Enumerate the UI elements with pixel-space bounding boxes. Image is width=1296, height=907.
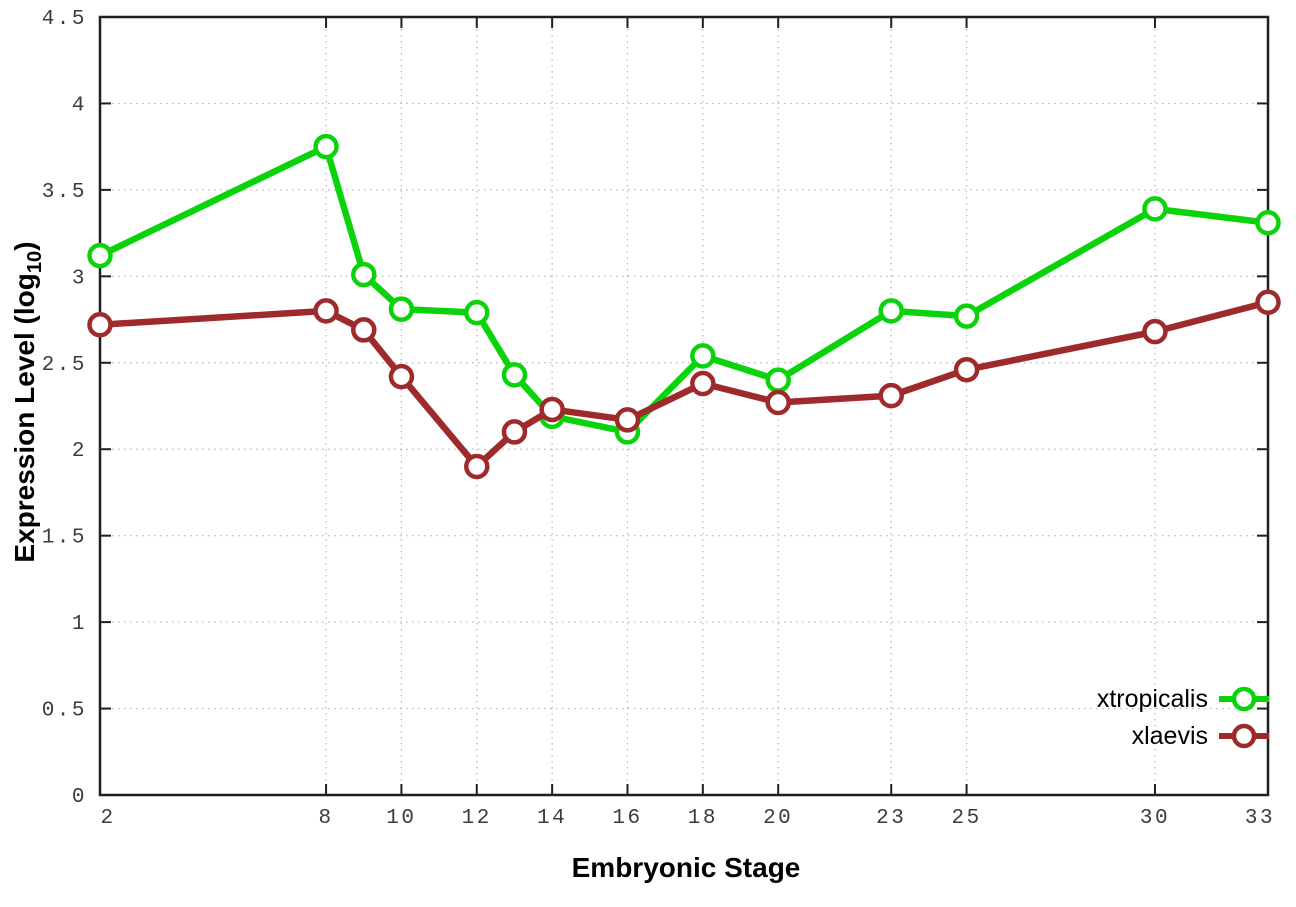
x-tick-label: 14 — [537, 807, 567, 830]
data-point-xlaevis — [87, 311, 113, 338]
data-point-xlaevis — [539, 396, 565, 423]
x-tick-label: 20 — [763, 807, 793, 830]
data-point-xlaevis — [501, 419, 528, 445]
data-point-xtropicalis — [464, 299, 490, 326]
y-tick-label: 3 — [72, 267, 87, 290]
data-point-xlaevis — [878, 382, 904, 409]
x-tick-label: 18 — [688, 807, 718, 830]
y-tick-label: 0.5 — [42, 700, 87, 723]
y-tick-label: 2.5 — [42, 354, 87, 377]
legend-item-xlaevis: xlaevis — [1132, 721, 1270, 751]
y-tick-label: 1 — [72, 613, 87, 636]
data-point-xlaevis — [313, 298, 339, 324]
y-tick-label: 4.5 — [42, 8, 87, 31]
data-point-xlaevis — [765, 389, 791, 416]
legend-label-xlaevis: xlaevis — [1131, 721, 1208, 750]
y-tick-label: 0 — [72, 786, 87, 809]
data-point-xtropicalis — [350, 261, 377, 288]
legend-item-xtropicalis: xtropicalis — [1097, 684, 1270, 714]
data-point-xtropicalis — [765, 367, 791, 393]
data-point-xtropicalis — [87, 242, 113, 269]
legend: xtropicalis xlaevis — [1097, 684, 1270, 751]
series-line-xlaevis — [96, 299, 1272, 470]
x-tick-label: 10 — [386, 807, 416, 830]
data-point-xlaevis — [464, 453, 490, 480]
y-axis-title-suffix: ) — [9, 241, 41, 251]
y-tick-label: 2 — [72, 440, 87, 463]
legend-label-xtropicalis: xtropicalis — [1096, 684, 1208, 713]
y-tick-label: 4 — [72, 94, 87, 117]
y-tick-label: 3.5 — [42, 181, 87, 204]
x-tick-label: 8 — [319, 807, 334, 830]
data-point-xlaevis — [614, 407, 641, 433]
x-tick-label: 33 — [1245, 807, 1275, 830]
data-point-xtropicalis — [1142, 196, 1168, 222]
y-axis-title: Expression Level (log10) — [9, 241, 47, 562]
data-point-xtropicalis — [1255, 209, 1281, 236]
x-tick-label: 30 — [1140, 807, 1170, 830]
plot-border — [98, 15, 1270, 797]
data-point-xlaevis — [350, 317, 377, 343]
data-point-xtropicalis — [313, 133, 339, 160]
line-circle-marker-icon — [1219, 686, 1269, 712]
data-point-xtropicalis — [690, 343, 716, 369]
data-point-xlaevis — [1142, 318, 1168, 345]
data-point-xtropicalis — [878, 298, 904, 324]
data-point-xlaevis — [953, 356, 980, 383]
x-tick-label: 2 — [100, 807, 115, 830]
line-circle-marker-icon — [1219, 723, 1269, 749]
x-axis-title: Embryonic Stage — [571, 852, 801, 883]
x-tick-label: 12 — [462, 807, 492, 830]
x-tick-label: 16 — [612, 807, 642, 830]
data-point-xtropicalis — [953, 303, 980, 329]
data-point-xlaevis — [1255, 289, 1281, 316]
data-point-xtropicalis — [388, 296, 415, 322]
y-axis-title-text: Expression Level (log — [9, 273, 41, 563]
x-tick-label: 23 — [876, 807, 906, 830]
y-axis-title-subscript: 10 — [23, 250, 46, 274]
data-point-xlaevis — [690, 370, 716, 397]
y-tick-label: 1.5 — [42, 527, 87, 550]
data-point-xlaevis — [388, 363, 415, 390]
x-tick-label: 25 — [951, 807, 981, 830]
data-point-xtropicalis — [501, 362, 528, 388]
